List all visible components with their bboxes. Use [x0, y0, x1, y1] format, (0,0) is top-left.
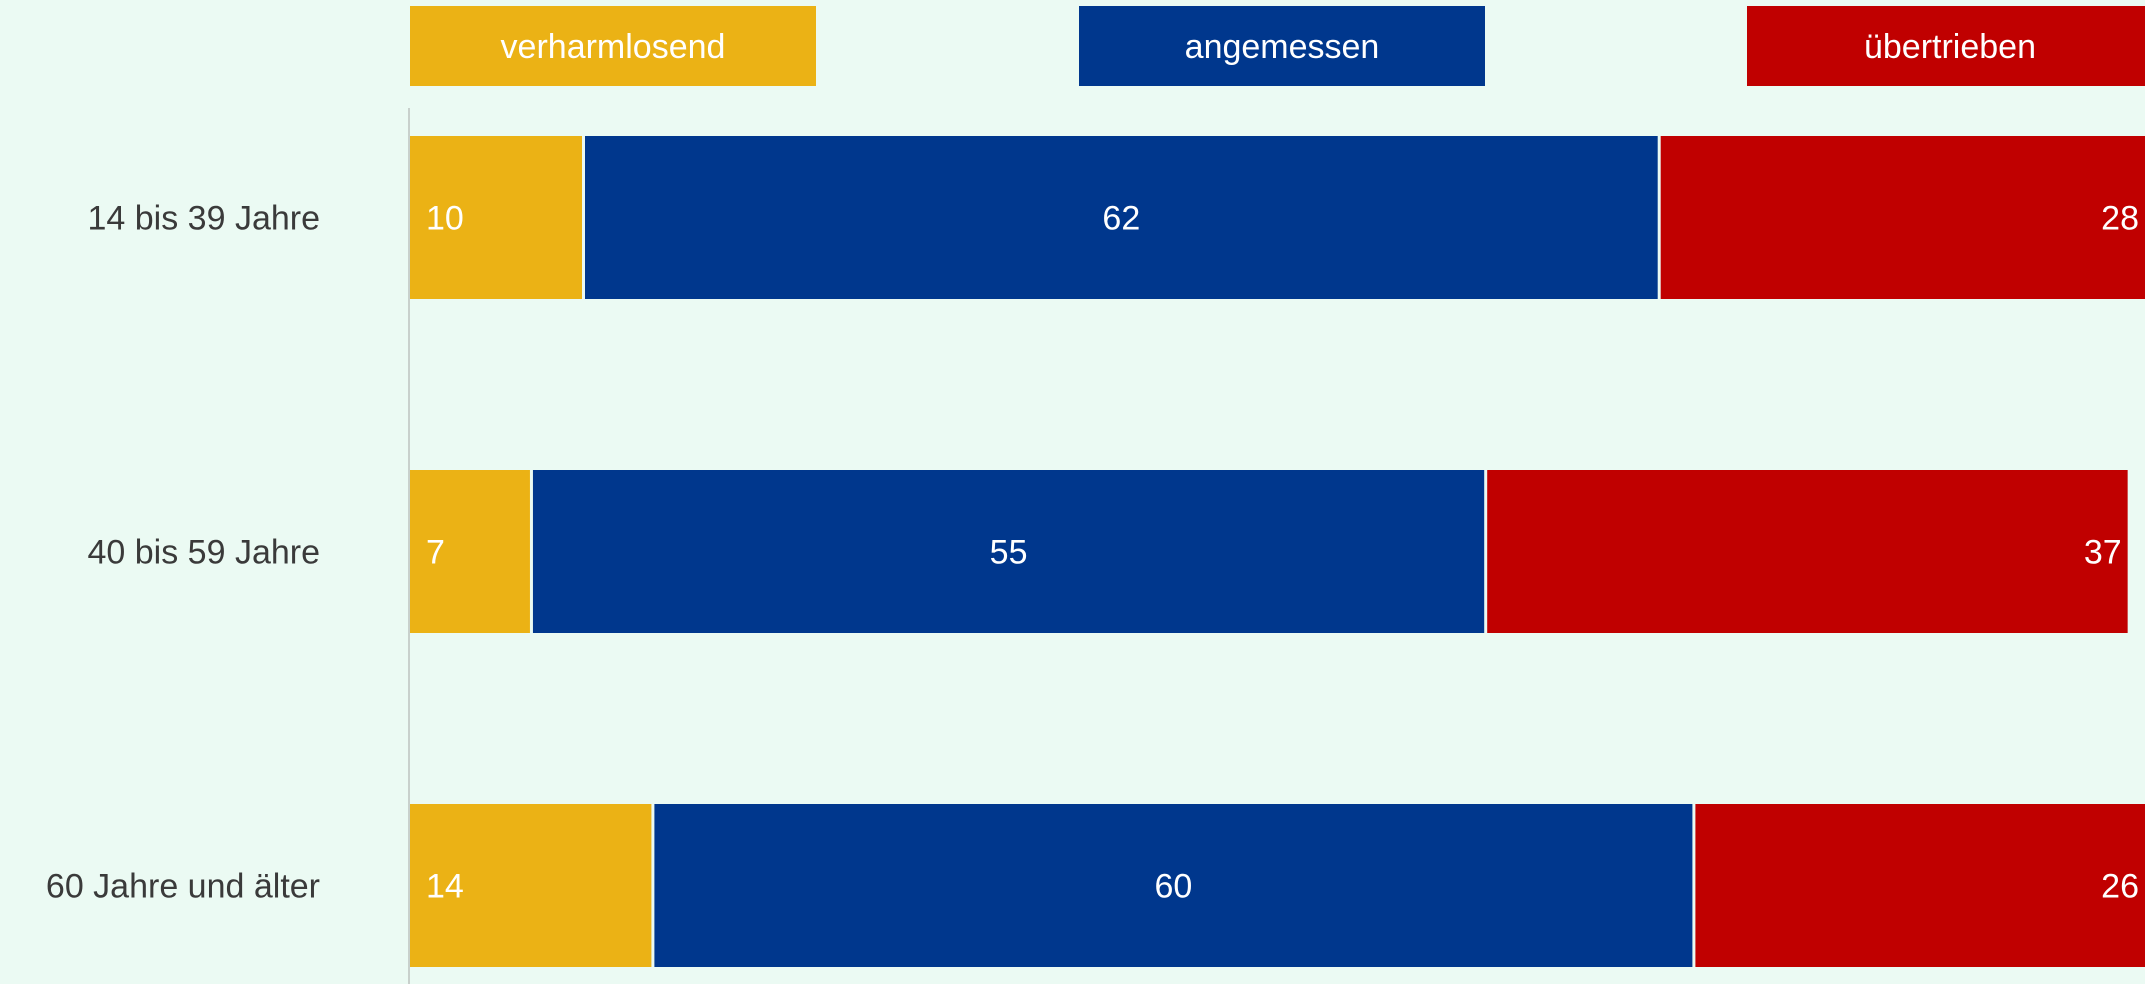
legend-swatch-angemessen: [1079, 6, 1485, 86]
legend-swatch-uebertrieben: [1747, 6, 2145, 86]
bar-uebertrieben-40-bis-59-jahre: [1487, 470, 2128, 633]
bar-uebertrieben-14-bis-39-jahre: [1660, 136, 2145, 299]
legend-label-verharmlosend: verharmlosend: [501, 28, 726, 66]
value-label-verharmlosend-60-jahre-und-aelter: 14: [426, 868, 464, 906]
category-label-60-jahre-und-aelter: 60 Jahre und älter: [46, 868, 320, 906]
bars: 10 62 28 7 55 37 14 60 26: [410, 136, 2145, 967]
bar-angemessen-14-bis-39-jahre: [585, 136, 1658, 299]
bar-angemessen-40-bis-59-jahre: [532, 470, 1485, 633]
bar-verharmlosend-40-bis-59-jahre: [410, 470, 530, 633]
bar-uebertrieben-60-jahre-und-aelter: [1695, 804, 2145, 967]
value-label-angemessen-40-bis-59-jahre: 55: [990, 534, 1028, 572]
bar-verharmlosend-60-jahre-und-aelter: [410, 804, 652, 967]
category-label-14-bis-39-jahre: 14 bis 39 Jahre: [88, 200, 321, 238]
value-label-verharmlosend-40-bis-59-jahre: 7: [426, 534, 445, 572]
category-label-40-bis-59-jahre: 40 bis 59 Jahre: [88, 534, 321, 572]
bar-angemessen-60-jahre-und-aelter: [654, 804, 1693, 967]
legend-label-uebertrieben: übertrieben: [1864, 28, 2036, 66]
value-label-uebertrieben-40-bis-59-jahre: 37: [2084, 534, 2122, 572]
value-label-angemessen-60-jahre-und-aelter: 60: [1154, 868, 1192, 906]
bar-verharmlosend-14-bis-39-jahre: [410, 136, 582, 299]
value-label-uebertrieben-60-jahre-und-aelter: 26: [2101, 868, 2139, 906]
value-label-angemessen-14-bis-39-jahre: 62: [1102, 200, 1140, 238]
value-label-uebertrieben-14-bis-39-jahre: 28: [2101, 200, 2139, 238]
value-label-verharmlosend-14-bis-39-jahre: 10: [426, 200, 464, 238]
category-labels: 14 bis 39 Jahre 40 bis 59 Jahre 60 Jahre u…: [46, 200, 320, 906]
legend-swatch-verharmlosend: [410, 6, 816, 86]
legend-label-angemessen: angemessen: [1185, 28, 1380, 66]
legend: verharmlosend angemessen übertrieben: [410, 6, 2145, 86]
